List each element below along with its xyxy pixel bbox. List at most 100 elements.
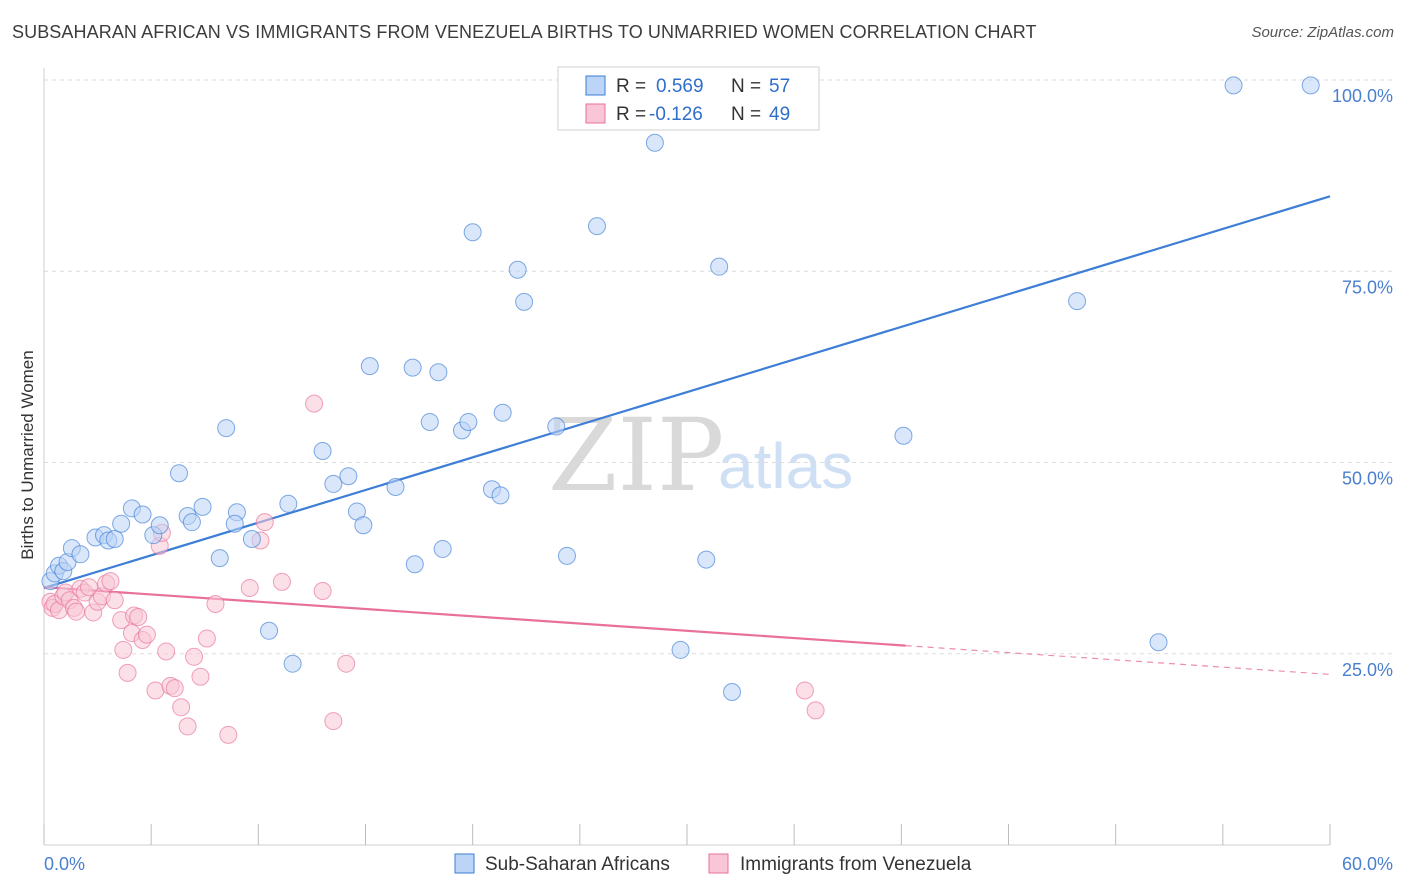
blue-point <box>112 514 131 533</box>
legend-n-label-blue: N = <box>731 76 761 97</box>
blue-point <box>429 363 448 382</box>
legend-r-value-pink: -0.126 <box>649 104 703 125</box>
pink-point <box>105 591 124 610</box>
blue-point <box>420 412 439 431</box>
blue-point <box>1301 76 1320 95</box>
blue-point <box>508 260 527 279</box>
y-tick-label: 50.0% <box>1342 469 1393 489</box>
legend-n-value-pink: 49 <box>769 104 790 125</box>
y-tick-label: 25.0% <box>1342 660 1393 680</box>
chart-title: SUBSAHARAN AFRICAN VS IMMIGRANTS FROM VE… <box>12 22 1037 42</box>
y-axis-label: Births to Unmarried Women <box>18 350 37 559</box>
pink-point <box>178 717 197 736</box>
blue-point <box>723 683 742 701</box>
blue-point <box>170 464 189 483</box>
pink-point <box>337 654 356 673</box>
bottom-legend-swatch-pink <box>708 853 729 874</box>
bottom-legend: Sub-Saharan Africans Immigrants from Ven… <box>454 853 972 875</box>
blue-point <box>547 417 566 436</box>
pink-point <box>118 663 137 682</box>
blue-point <box>671 640 690 659</box>
blue-point <box>105 530 124 548</box>
pink-point <box>137 625 156 644</box>
watermark-atlas: atlas <box>718 430 853 502</box>
pink-point <box>185 647 204 666</box>
trend-line-pink <box>43 586 906 647</box>
bottom-legend-label-blue: Sub-Saharan Africans <box>485 854 670 875</box>
blue-point <box>493 403 512 422</box>
data-points <box>41 76 1320 744</box>
trend-line-pink-dashed <box>905 645 1331 676</box>
pink-point <box>129 608 148 627</box>
blue-point <box>710 257 729 276</box>
blue-point <box>283 654 302 673</box>
legend-r-value-blue: 0.569 <box>656 76 704 97</box>
blue-point <box>210 549 229 568</box>
blue-point <box>217 419 236 438</box>
watermark: ZIP atlas <box>548 397 853 514</box>
blue-point <box>71 545 90 564</box>
blue-point <box>491 486 510 505</box>
blue-point <box>386 477 405 496</box>
blue-point <box>324 474 343 493</box>
pink-point <box>272 572 291 591</box>
pink-point <box>795 681 814 700</box>
blue-point <box>193 497 212 516</box>
blue-point <box>150 516 169 535</box>
blue-point <box>360 357 379 376</box>
pink-point <box>165 679 184 698</box>
axes: 25.0% 50.0% 75.0% 100.0% 0.0% 60.0% <box>43 68 1393 874</box>
pink-point <box>219 725 238 744</box>
pink-point <box>101 572 120 591</box>
pink-point <box>206 595 225 614</box>
top-legend: R = 0.569 N = 57 R = -0.126 N = 49 <box>557 66 820 131</box>
blue-point <box>403 358 422 377</box>
pink-point <box>806 701 825 720</box>
blue-point <box>433 539 452 558</box>
blue-point <box>645 133 664 152</box>
blue-point <box>463 223 482 242</box>
source-label: Source: ZipAtlas.com <box>1251 24 1394 41</box>
legend-n-value-blue: 57 <box>769 76 790 97</box>
pink-point <box>197 629 216 648</box>
blue-point <box>260 621 279 640</box>
blue-point <box>182 513 201 532</box>
blue-point <box>459 412 478 431</box>
pink-point <box>255 513 274 532</box>
blue-point <box>1149 633 1168 652</box>
blue-point <box>697 550 716 569</box>
blue-point <box>339 467 358 486</box>
pink-point <box>157 642 176 661</box>
pink-point <box>80 578 99 597</box>
pink-point <box>172 698 191 717</box>
pink-point <box>240 578 259 597</box>
pink-point <box>67 602 86 621</box>
pink-point <box>313 582 332 601</box>
bottom-legend-swatch-blue <box>454 853 475 874</box>
blue-point <box>225 514 244 533</box>
pink-point <box>324 712 343 731</box>
bottom-legend-label-pink: Immigrants from Venezuela <box>740 854 972 875</box>
y-tick-label: 75.0% <box>1342 277 1393 297</box>
blue-point <box>242 530 261 548</box>
pink-point <box>114 640 133 659</box>
legend-swatch-pink <box>585 103 606 124</box>
blue-point <box>313 442 332 461</box>
grid <box>44 79 1394 655</box>
legend-n-label-pink: N = <box>731 104 761 125</box>
pink-point <box>146 681 165 700</box>
blue-point <box>894 426 913 445</box>
blue-point <box>405 555 424 574</box>
blue-point <box>587 217 606 236</box>
legend-r-label-blue: R = <box>616 76 646 97</box>
blue-point <box>1068 292 1087 311</box>
x-tick-label: 0.0% <box>44 854 85 874</box>
legend-swatch-blue <box>585 75 606 96</box>
x-tick-label: 60.0% <box>1342 854 1393 874</box>
blue-point <box>1224 76 1243 95</box>
blue-point <box>515 292 534 311</box>
legend-r-label-pink: R = <box>616 104 646 125</box>
watermark-zip: ZIP <box>548 397 724 514</box>
blue-point <box>279 494 298 513</box>
